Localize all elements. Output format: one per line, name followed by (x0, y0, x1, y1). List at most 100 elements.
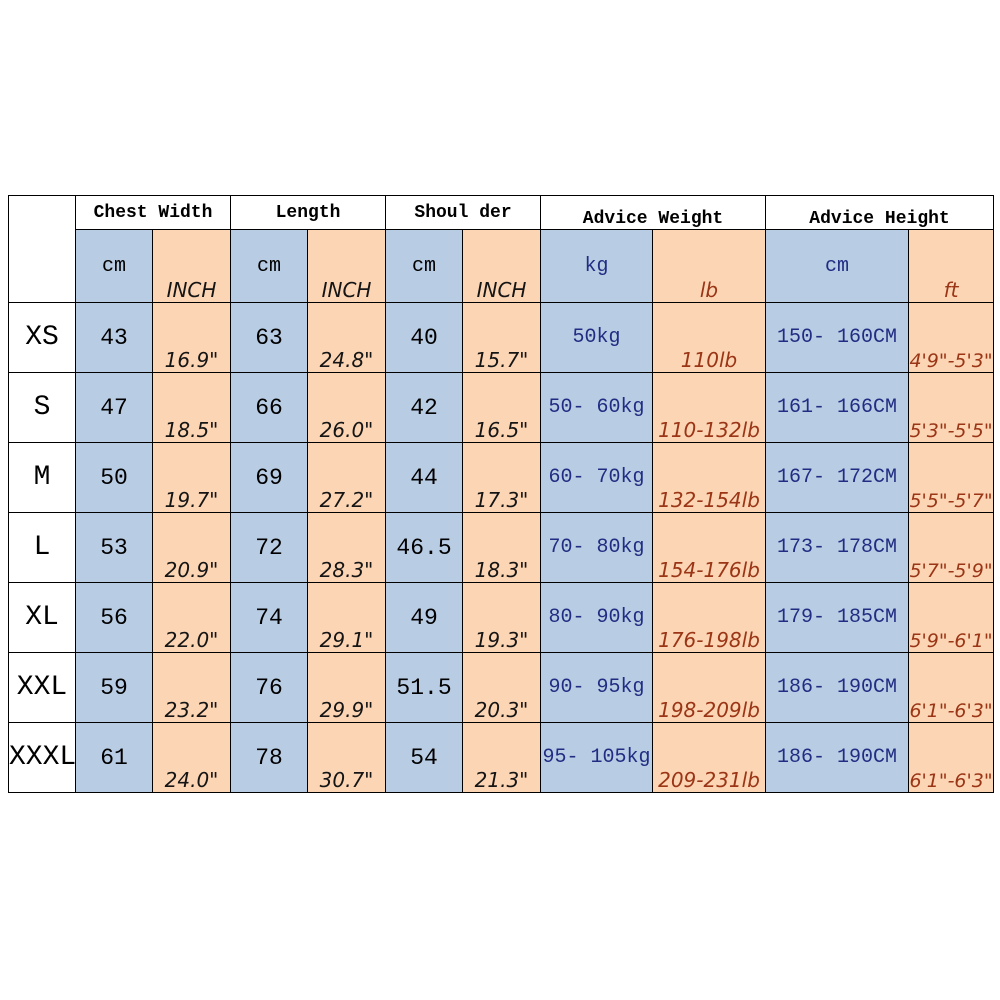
chest-cm-value: 50 (75, 442, 153, 513)
height-ft-value: 4'9"-5'3" (908, 302, 995, 373)
shoulder-inch-value: 19.3" (462, 582, 542, 653)
weight-lb-value: 176-198lb (652, 582, 767, 653)
col-header-advice-weight: Advice Weight (540, 195, 767, 230)
chest-cm-value: 43 (75, 302, 153, 373)
weight-kg-value: 95- 105kg (540, 722, 654, 793)
height-ft-value: 5'9"-6'1" (908, 582, 995, 653)
size-label: XXL (8, 652, 76, 723)
size-label: S (8, 372, 76, 443)
col-header-length: Length (230, 195, 387, 230)
chest-cm-value: 53 (75, 512, 153, 583)
shoulder-inch-value: 15.7" (462, 302, 542, 373)
shoulder-cm-value: 49 (385, 582, 464, 653)
shoulder-inch-value: 20.3" (462, 652, 542, 723)
unit-shoulder-inch: INCH (462, 229, 542, 303)
chest-cm-value: 59 (75, 652, 153, 723)
unit-length-cm: cm (230, 229, 309, 303)
unit-header-row: cm INCH cm INCH cm INCH kg lb cm ft (9, 229, 995, 303)
weight-lb-value: 132-154lb (652, 442, 767, 513)
chest-inch-value: 23.2" (151, 652, 232, 723)
unit-height-ft: ft (908, 229, 995, 303)
height-ft-value: 5'3"-5'5" (908, 372, 995, 443)
chest-inch-value: 20.9" (151, 512, 232, 583)
unit-length-inch: INCH (307, 229, 387, 303)
corner-cell (8, 195, 76, 303)
weight-kg-value: 50- 60kg (540, 372, 654, 443)
length-cm-value: 69 (230, 442, 309, 513)
shoulder-cm-value: 54 (385, 722, 464, 793)
height-cm-value: 150- 160CM (765, 302, 910, 373)
height-ft-value: 6'1"-6'3" (908, 722, 995, 793)
size-label: XL (8, 582, 76, 653)
weight-lb-value: 110lb (652, 302, 767, 373)
col-header-advice-height: Advice Height (765, 195, 995, 230)
height-cm-value: 186- 190CM (765, 722, 910, 793)
length-cm-value: 76 (230, 652, 309, 723)
weight-lb-value: 154-176lb (652, 512, 767, 583)
chest-inch-value: 16.9" (151, 302, 232, 373)
height-cm-value: 173- 178CM (765, 512, 910, 583)
size-label: M (8, 442, 76, 513)
size-label: L (8, 512, 76, 583)
shoulder-cm-value: 44 (385, 442, 464, 513)
unit-chest-cm: cm (75, 229, 153, 303)
height-ft-value: 5'5"-5'7" (908, 442, 995, 513)
shoulder-inch-value: 18.3" (462, 512, 542, 583)
unit-weight-lb: lb (652, 229, 767, 303)
table-row-xxxl: XXXL 61 24.0" 78 30.7" 54 21.3" 95- 105k… (8, 722, 995, 793)
height-ft-value: 5'7"-5'9" (908, 512, 995, 583)
length-cm-value: 78 (230, 722, 309, 793)
table-row-xl: XL 56 22.0" 74 29.1" 49 19.3" 80- 90kg 1… (8, 582, 995, 653)
height-cm-value: 161- 166CM (765, 372, 910, 443)
size-label: XXXL (8, 722, 76, 793)
group-header-row: Chest Width Length Shoul der Advice Weig… (8, 195, 995, 303)
chest-inch-value: 18.5" (151, 372, 232, 443)
weight-lb-value: 110-132lb (652, 372, 767, 443)
length-cm-value: 63 (230, 302, 309, 373)
col-header-chest-width: Chest Width (74, 195, 232, 230)
weight-kg-value: 90- 95kg (540, 652, 654, 723)
table-row-xs: XS 43 16.9" 63 24.8" 40 15.7" 50kg 110lb… (8, 302, 995, 373)
height-ft-value: 6'1"-6'3" (908, 652, 995, 723)
length-inch-value: 30.7" (307, 722, 387, 793)
length-cm-value: 72 (230, 512, 309, 583)
size-label: XS (8, 302, 76, 373)
weight-kg-value: 50kg (540, 302, 654, 373)
height-cm-value: 179- 185CM (765, 582, 910, 653)
chest-inch-value: 24.0" (151, 722, 232, 793)
length-inch-value: 24.8" (307, 302, 387, 373)
shoulder-inch-value: 21.3" (462, 722, 542, 793)
length-inch-value: 26.0" (307, 372, 387, 443)
shoulder-cm-value: 42 (385, 372, 464, 443)
unit-chest-inch: INCH (151, 229, 232, 303)
col-header-shoulder: Shoul der (385, 195, 542, 230)
shoulder-cm-value: 46.5 (385, 512, 464, 583)
unit-weight-kg: kg (540, 229, 654, 303)
shoulder-cm-value: 40 (385, 302, 464, 373)
unit-shoulder-cm: cm (385, 229, 464, 303)
size-chart-table: Chest Width Length Shoul der Advice Weig… (8, 195, 995, 793)
length-inch-value: 27.2" (307, 442, 387, 513)
table-row-l: L 53 20.9" 72 28.3" 46.5 18.3" 70- 80kg … (8, 512, 995, 583)
length-inch-value: 28.3" (307, 512, 387, 583)
chest-cm-value: 61 (75, 722, 153, 793)
chest-cm-value: 47 (75, 372, 153, 443)
table-row-s: S 47 18.5" 66 26.0" 42 16.5" 50- 60kg 11… (8, 372, 995, 443)
weight-lb-value: 198-209lb (652, 652, 767, 723)
length-inch-value: 29.1" (307, 582, 387, 653)
weight-kg-value: 80- 90kg (540, 582, 654, 653)
table-row-m: M 50 19.7" 69 27.2" 44 17.3" 60- 70kg 13… (8, 442, 995, 513)
table-row-xxl: XXL 59 23.2" 76 29.9" 51.5 20.3" 90- 95k… (8, 652, 995, 723)
chest-inch-value: 22.0" (151, 582, 232, 653)
weight-kg-value: 70- 80kg (540, 512, 654, 583)
shoulder-inch-value: 16.5" (462, 372, 542, 443)
shoulder-cm-value: 51.5 (385, 652, 464, 723)
length-inch-value: 29.9" (307, 652, 387, 723)
weight-kg-value: 60- 70kg (540, 442, 654, 513)
chest-cm-value: 56 (75, 582, 153, 653)
height-cm-value: 167- 172CM (765, 442, 910, 513)
shoulder-inch-value: 17.3" (462, 442, 542, 513)
chest-inch-value: 19.7" (151, 442, 232, 513)
unit-height-cm: cm (765, 229, 910, 303)
